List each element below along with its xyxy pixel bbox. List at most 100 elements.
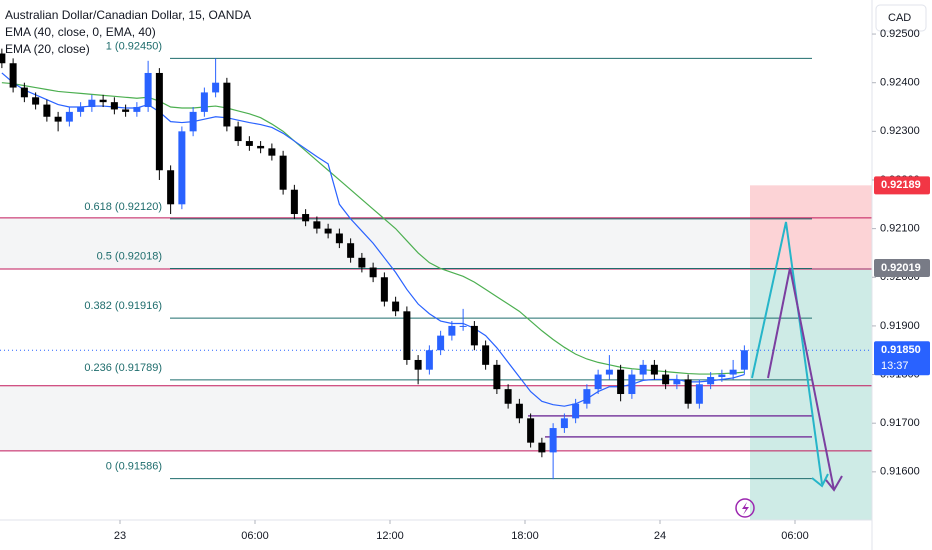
candle-body	[729, 369, 737, 375]
candle-body	[538, 442, 546, 453]
candle-body	[43, 104, 51, 117]
candle-body	[178, 131, 186, 205]
candle-body	[189, 111, 197, 132]
candle-body	[740, 350, 748, 370]
candle-body	[437, 335, 445, 351]
candle-body	[279, 155, 287, 190]
candle-body	[549, 428, 557, 453]
candle-body	[414, 359, 422, 370]
projection-arrow	[751, 221, 823, 485]
fib-zone	[0, 385, 750, 451]
candle-body	[313, 221, 321, 229]
candle-body	[122, 109, 130, 112]
candle-body	[425, 350, 433, 370]
alert-icon-bolt	[742, 502, 749, 515]
x-tick-label: 12:00	[376, 530, 404, 542]
candle-body	[572, 403, 580, 419]
y-tick-label: 0.92400	[880, 77, 920, 89]
fib-label: 0.618 (0.92120)	[84, 201, 162, 213]
x-tick-label: 06:00	[781, 530, 809, 542]
candle-body	[695, 384, 703, 404]
candle-body	[54, 116, 62, 122]
y-tick-label: 0.91900	[880, 320, 920, 332]
fib-label: 0.236 (0.91789)	[84, 362, 162, 374]
candle-body	[470, 325, 478, 346]
candle-body	[200, 92, 208, 112]
candle-body	[9, 63, 17, 88]
candle-body	[605, 369, 613, 375]
candle-body	[594, 374, 602, 390]
candle-body	[245, 141, 253, 146]
marks-layer	[0, 48, 748, 480]
fib-label: 0.382 (0.91916)	[84, 300, 162, 312]
candle-body	[583, 389, 591, 404]
candle-body	[560, 418, 568, 429]
target-zone	[750, 268, 872, 520]
candle-body	[155, 72, 163, 171]
drawings-layer: 1 (0.92450) 0.618 (0.92120) 0.5 (0.92018) 0…	[0, 40, 872, 520]
candle-body	[504, 389, 512, 404]
candle-body	[707, 376, 715, 385]
candle-body	[144, 72, 152, 108]
x-tick-label: 06:00	[241, 530, 269, 542]
x-tick-label: 18:00	[511, 530, 539, 542]
candle-body	[380, 277, 388, 302]
price-badge	[874, 341, 930, 376]
arrow-head	[811, 473, 829, 488]
alert-icon[interactable]	[735, 498, 755, 518]
candle-body	[167, 170, 175, 205]
candle-body	[448, 325, 456, 336]
currency-button-label: CAD	[888, 12, 911, 24]
y-tick-label: 0.92500	[880, 28, 920, 40]
y-tick-label: 0.91600	[880, 466, 920, 478]
candle-body	[392, 301, 400, 312]
legend-entry: EMA (40, close, 0, EMA, 40)	[5, 25, 156, 39]
candle-body	[515, 403, 523, 419]
price-badge	[874, 259, 930, 278]
candle-body	[358, 257, 366, 268]
candle-body	[673, 379, 681, 385]
y-tick-label: 0.91700	[880, 417, 920, 429]
candle-body	[369, 267, 377, 278]
fib-label: 1 (0.92450)	[106, 40, 162, 52]
candle-body	[20, 87, 28, 98]
y-tick-label: 0.92300	[880, 125, 920, 137]
candle-body	[212, 82, 220, 93]
candle-body	[493, 364, 501, 390]
candle-body	[335, 233, 343, 244]
candle-body	[133, 107, 141, 112]
legend-entry: EMA (20, close)	[5, 42, 90, 56]
candle-body	[617, 369, 625, 395]
fib-zone	[0, 217, 750, 269]
candle-body	[639, 364, 647, 375]
candle-body	[650, 364, 658, 375]
currency-button[interactable]	[875, 4, 927, 32]
chart-title: Australian Dollar/Canadian Dollar, 15, O…	[5, 8, 251, 22]
candle-body	[718, 374, 726, 377]
price-badge-label: 0.92189	[881, 179, 921, 191]
candle-body	[65, 111, 73, 122]
x-tick-label: 24	[654, 530, 666, 542]
price-badge-label: 0.91850	[881, 344, 921, 356]
y-tick-label: 0.92100	[880, 223, 920, 235]
candle-body	[302, 214, 310, 222]
candle-body	[527, 418, 535, 443]
price-badge	[874, 176, 930, 195]
arrow-head	[825, 475, 843, 492]
price-badge-label: 0.92019	[881, 262, 921, 274]
candle-body	[77, 107, 85, 112]
candle-body	[32, 97, 40, 105]
fib-label: 0.5 (0.92018)	[97, 250, 162, 262]
candle-body	[628, 374, 636, 395]
stop-zone	[750, 185, 872, 269]
candle-body	[110, 102, 118, 110]
fib-label: 0 (0.91586)	[106, 461, 162, 473]
x-tick-label: 23	[114, 530, 126, 542]
candle-body	[290, 189, 298, 215]
countdown: 13:37	[881, 360, 909, 372]
candle-body	[324, 228, 332, 234]
candle-body	[268, 148, 276, 156]
candle-body	[234, 126, 242, 142]
